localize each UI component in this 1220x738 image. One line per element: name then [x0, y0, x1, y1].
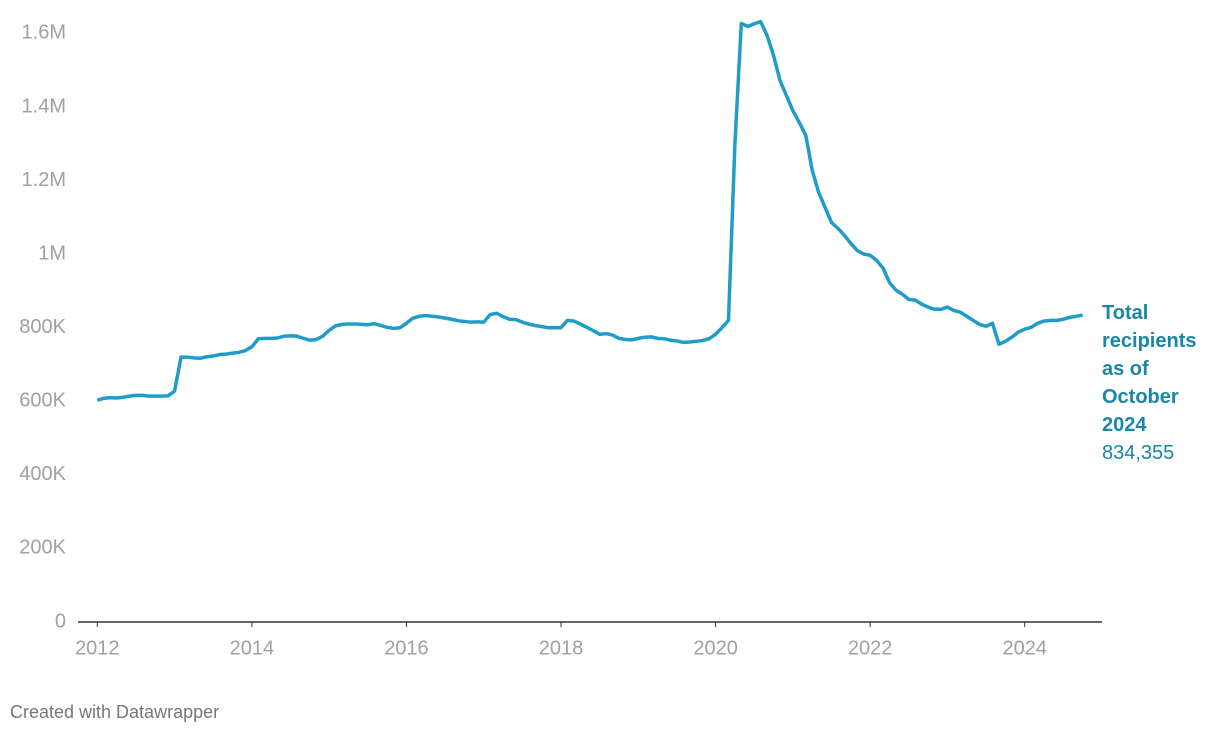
- y-tick-label: 0: [55, 610, 66, 632]
- annotation-title: Total recipients as of October 2024: [1102, 302, 1197, 436]
- x-tick-label: 2014: [230, 637, 275, 659]
- x-tick-label: 2018: [539, 637, 584, 659]
- x-tick-label: 2020: [693, 637, 738, 659]
- x-tick-label: 2016: [384, 637, 429, 659]
- annotation-value: 834,355: [1102, 442, 1175, 464]
- y-tick-label: 1.6M: [22, 22, 66, 44]
- y-tick-label: 600K: [19, 390, 66, 412]
- y-tick-label: 1.4M: [22, 95, 66, 117]
- data-line: [96, 19, 1084, 402]
- annotation: Total recipients as of October 2024 834,…: [1102, 299, 1217, 467]
- x-tick-label: 2012: [75, 637, 120, 659]
- x-tick-label: 2024: [1002, 637, 1047, 659]
- y-tick-label: 200K: [19, 537, 66, 559]
- y-tick-label: 1.2M: [22, 169, 66, 191]
- y-tick-label: 400K: [19, 463, 66, 485]
- y-tick-label: 800K: [19, 316, 66, 338]
- x-tick-label: 2022: [848, 637, 893, 659]
- footer: Created with Datawrapper: [10, 702, 220, 722]
- y-tick-label: 1M: [38, 242, 66, 264]
